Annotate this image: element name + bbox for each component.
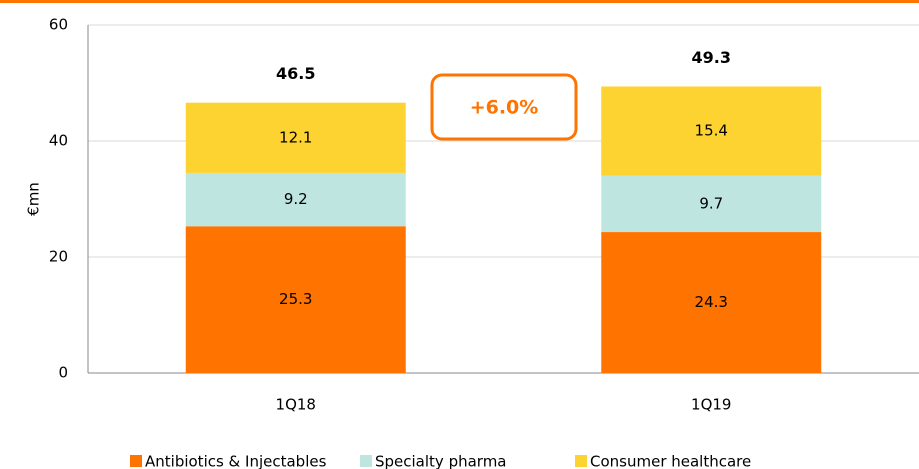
bar-segment <box>185 172 406 227</box>
top-rule <box>0 0 919 3</box>
bar-segment <box>601 175 822 233</box>
x-tick-label: 1Q19 <box>691 396 731 414</box>
legend-swatch <box>360 455 372 467</box>
legend-label: Consumer healthcare <box>590 453 751 469</box>
annotation: +6.0% <box>470 97 539 119</box>
data-label: 12.1 <box>279 128 312 146</box>
data-label: 9.7 <box>699 194 723 212</box>
y-tick-label: 60 <box>49 16 68 34</box>
y-axis-label: €mn <box>25 182 43 216</box>
data-label: 9.2 <box>284 190 308 208</box>
legend-label: Specialty pharma <box>375 453 507 469</box>
total-label: 49.3 <box>692 48 731 67</box>
legend-swatch <box>130 455 142 467</box>
legend-label: Antibiotics & Injectables <box>145 453 327 469</box>
y-tick-label: 20 <box>49 248 68 266</box>
y-tick-label: 40 <box>49 132 68 150</box>
legend-swatch <box>575 455 587 467</box>
annotation-box <box>430 73 578 141</box>
bar-segment <box>601 86 822 176</box>
data-label: 15.4 <box>695 122 728 140</box>
bar-segment <box>601 232 822 373</box>
bar-segment <box>185 226 406 373</box>
data-label: 25.3 <box>279 290 312 308</box>
y-tick-label: 0 <box>58 364 68 382</box>
data-label: 24.3 <box>695 293 728 311</box>
x-tick-label: 1Q18 <box>276 396 316 414</box>
total-label: 46.5 <box>276 64 315 83</box>
bar-segment <box>185 102 406 173</box>
